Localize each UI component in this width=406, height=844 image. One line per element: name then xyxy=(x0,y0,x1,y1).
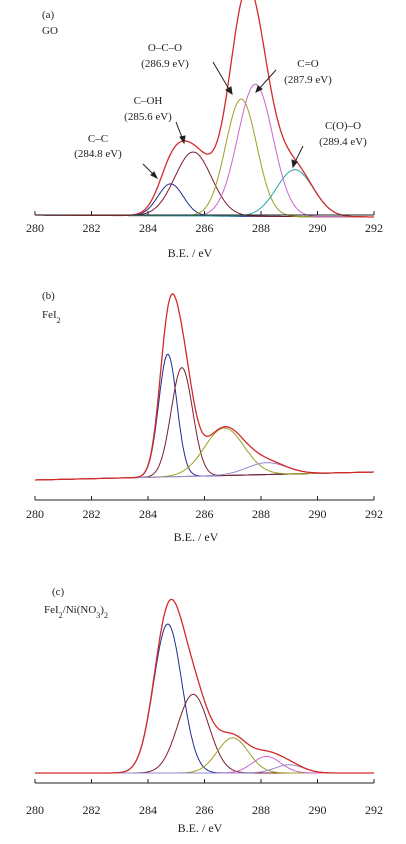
annotation-o-c-o-energy: (286.9 eV) xyxy=(141,58,189,70)
annotation-c-c-energy: (284.8 eV) xyxy=(74,148,122,160)
x-tick-label: 282 xyxy=(83,507,101,521)
arrow-c-eq-o xyxy=(257,69,277,91)
x-tick-label: 292 xyxy=(365,221,383,235)
panel-b-panel-label: (b) xyxy=(42,290,55,302)
annotation-c-c-name: C–C xyxy=(88,133,108,145)
x-tick-label: 286 xyxy=(196,221,214,235)
panel-c-sample-label: FeI2/Ni(NO3)2 xyxy=(44,604,108,620)
annotation-c-oh-energy: (285.6 eV) xyxy=(124,111,172,123)
component-peak-c-c xyxy=(35,353,374,481)
x-tick-label: 284 xyxy=(139,221,157,235)
panel-c-x-axis-label: B.E. / eV xyxy=(178,821,223,835)
x-tick-label: 280 xyxy=(26,221,44,235)
panel-a-ticks: 280 282 284 286 288 290 292 xyxy=(26,211,383,235)
annotation-c-oh-name: C–OH xyxy=(134,95,163,107)
component-peak-c-oh xyxy=(35,693,374,774)
panel-b-sample-label: FeI2 xyxy=(42,309,61,325)
envelope-fit xyxy=(35,598,374,774)
panel-b: 280 282 284 286 288 290 292 B.E. / eV (b) FeI2 xyxy=(26,290,383,544)
x-tick-label: 280 xyxy=(26,803,44,817)
arrow-c-c-head xyxy=(150,171,159,180)
panel-a: 280 282 284 286 288 290 292 B.E. / eV (a) GO C… xyxy=(26,0,383,260)
panel-b-x-axis-label: B.E. / eV xyxy=(174,530,219,544)
annotation-arrows xyxy=(142,61,304,180)
arrow-o-c-o xyxy=(212,61,231,92)
annotation-c-o-o-name: C(O)–O xyxy=(325,120,361,132)
annotation-c-eq-o-energy: (287.9 eV) xyxy=(284,74,332,86)
x-tick-label: 288 xyxy=(252,221,270,235)
panel-c-ticks: 280 282 284 286 288 290 292 xyxy=(26,779,383,817)
annotation-c-o-o-energy: (289.4 eV) xyxy=(319,136,367,148)
x-tick-label: 288 xyxy=(252,803,270,817)
x-tick-label: 282 xyxy=(83,803,101,817)
x-tick-label: 290 xyxy=(309,803,327,817)
arrow-c-o-o-head xyxy=(291,159,298,169)
arrow-o-c-o-head xyxy=(225,86,233,96)
envelope-fit xyxy=(35,0,374,218)
panel-b-ticks: 280 282 284 286 288 290 292 xyxy=(26,496,383,521)
panel-c-curves xyxy=(35,598,374,774)
annotation-o-c-o-name: O–C–O xyxy=(148,42,182,54)
x-tick-label: 290 xyxy=(309,221,327,235)
component-peak-c-eq-o xyxy=(35,755,374,774)
x-tick-label: 292 xyxy=(365,507,383,521)
x-tick-label: 292 xyxy=(365,803,383,817)
x-tick-label: 288 xyxy=(252,507,270,521)
component-peak-c-c xyxy=(35,623,374,774)
x-tick-label: 284 xyxy=(139,507,157,521)
x-tick-label: 286 xyxy=(196,803,214,817)
panel-a-x-axis-label: B.E. / eV xyxy=(168,246,213,260)
component-peak-c-o-o xyxy=(35,169,374,218)
panel-b-curves xyxy=(35,293,374,481)
component-peak-c-oh xyxy=(35,151,374,218)
arrow-c-oh-head xyxy=(179,135,186,145)
x-tick-label: 280 xyxy=(26,507,44,521)
panel-a-curves xyxy=(35,0,374,218)
panel-a-panel-label: (a) xyxy=(42,9,55,21)
panel-c: 280 282 284 286 288 290 292 B.E. / eV (c) FeI2… xyxy=(26,586,383,835)
panel-a-sample-label: GO xyxy=(42,25,58,37)
annotation-c-eq-o-name: C=O xyxy=(297,58,319,70)
arrow-c-eq-o-head xyxy=(255,85,263,93)
x-tick-label: 284 xyxy=(139,803,157,817)
envelope-fit xyxy=(35,293,374,481)
component-peak-c-oh xyxy=(35,367,374,481)
x-tick-label: 282 xyxy=(83,221,101,235)
x-tick-label: 290 xyxy=(309,507,327,521)
x-tick-label: 286 xyxy=(196,507,214,521)
panel-c-panel-label: (c) xyxy=(52,586,65,598)
